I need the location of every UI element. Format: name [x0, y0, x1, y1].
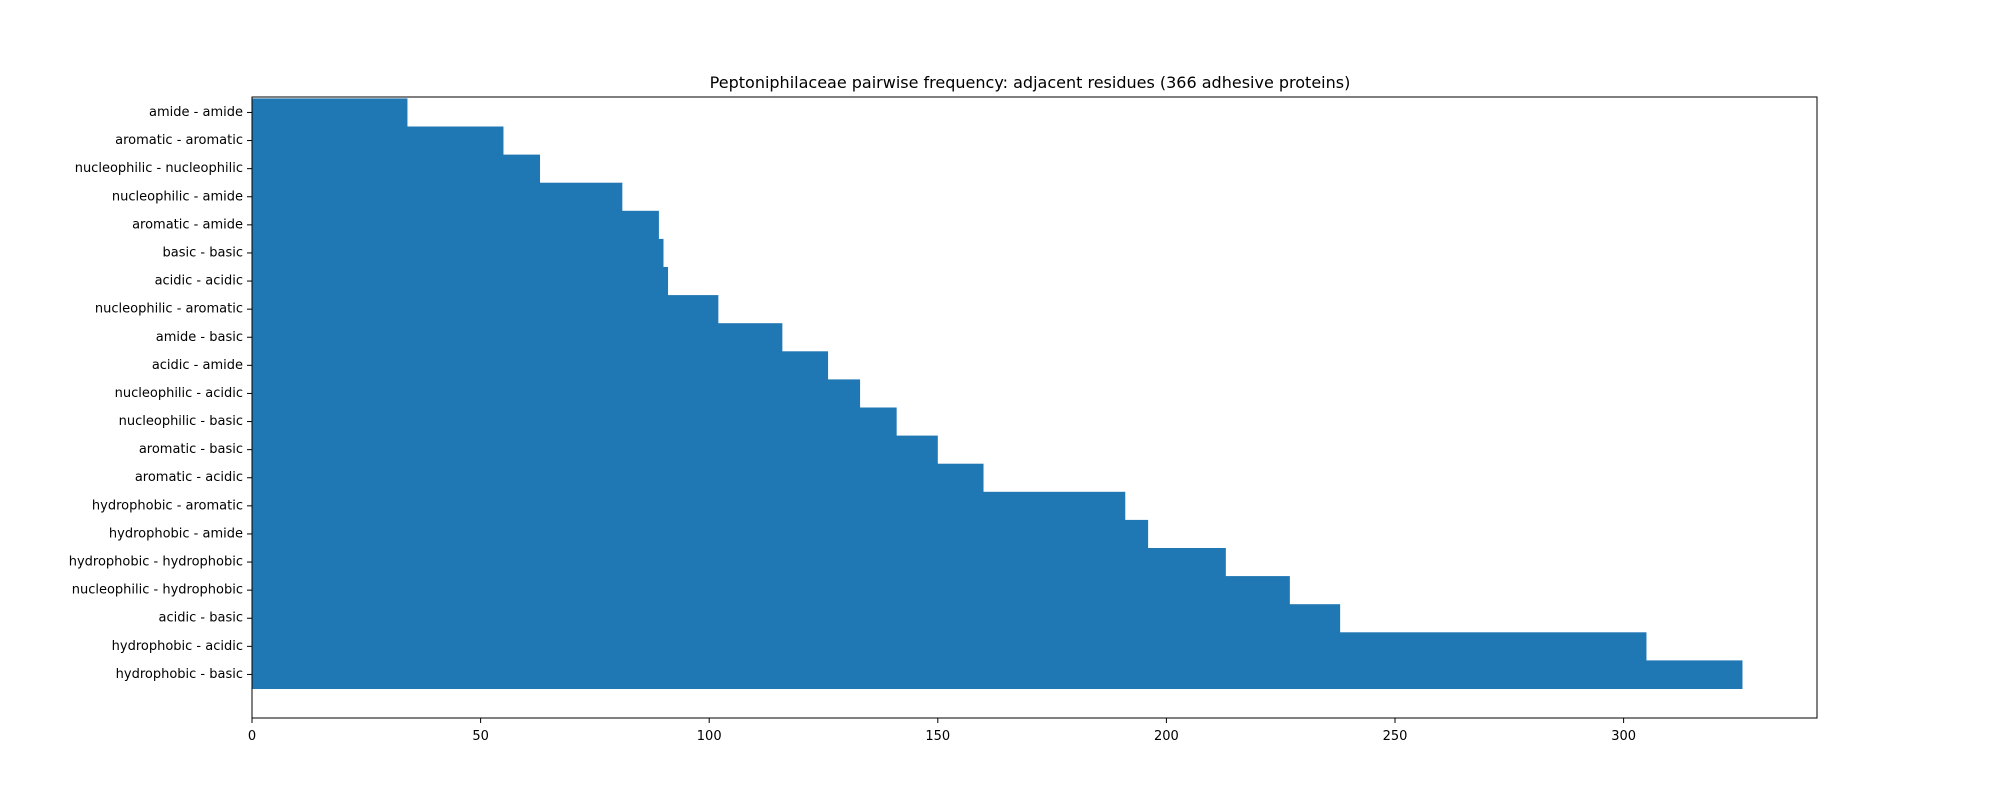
y-tick-label: basic - basic [163, 245, 243, 260]
y-tick-label: hydrophobic - hydrophobic [69, 555, 243, 570]
y-tick-label: acidic - amide [152, 358, 243, 373]
x-axis: 0 50 100 150 200 250 300 [248, 718, 1636, 744]
y-tick-label: aromatic - aromatic [115, 133, 243, 148]
y-tick-label: nucleophilic - aromatic [95, 302, 243, 317]
y-tick-label: amide - amide [149, 105, 243, 120]
bar-5 [252, 238, 664, 268]
y-tick-label: hydrophobic - acidic [112, 639, 243, 654]
bar-7 [252, 295, 719, 324]
y-tick-label: amide - basic [156, 330, 243, 345]
x-tick-label: 300 [1611, 729, 1636, 744]
x-tick-label: 250 [1383, 729, 1408, 744]
bar-15 [252, 519, 1149, 549]
y-tick-label: nucleophilic - acidic [115, 386, 243, 401]
y-tick-label: aromatic - acidic [135, 470, 243, 485]
bar-19 [252, 632, 1647, 661]
bar-8 [252, 323, 783, 352]
bar-3 [252, 182, 623, 212]
y-tick-label: nucleophilic - nucleophilic [75, 161, 243, 176]
bar-16 [252, 547, 1226, 577]
bar-10 [252, 379, 861, 408]
y-tick-label: nucleophilic - amide [112, 189, 243, 204]
axes-frame [251, 96, 1818, 719]
y-tick-label: nucleophilic - hydrophobic [72, 583, 243, 598]
bar-2 [252, 154, 541, 184]
bars [252, 98, 1743, 689]
bar-9 [252, 351, 829, 380]
bar-12 [252, 435, 938, 465]
x-tick-label: 100 [697, 729, 722, 744]
y-tick-label: hydrophobic - amide [109, 526, 243, 541]
bar-4 [252, 210, 659, 240]
chart-title: Peptoniphilaceae pairwise frequency: adj… [710, 73, 1351, 92]
y-axis: amide - amide aromatic - aromatic nucleoph… [69, 105, 252, 682]
bar-11 [252, 407, 897, 437]
y-tick-label: acidic - acidic [155, 274, 243, 289]
bar-14 [252, 491, 1126, 521]
bar-18 [252, 604, 1341, 633]
bar-13 [252, 463, 984, 493]
y-tick-label: acidic - basic [159, 611, 243, 626]
y-tick-label: aromatic - amide [132, 217, 243, 232]
bar-1 [252, 126, 504, 156]
x-tick-label: 200 [1154, 729, 1179, 744]
x-tick-label: 50 [472, 729, 489, 744]
bar-20 [252, 660, 1743, 689]
y-tick-label: aromatic - basic [139, 442, 243, 457]
x-tick-label: 150 [925, 729, 950, 744]
bar-17 [252, 576, 1290, 605]
bar-6 [252, 267, 669, 296]
y-tick-label: hydrophobic - basic [116, 667, 243, 682]
y-tick-label: nucleophilic - basic [119, 414, 243, 429]
bar-0 [252, 98, 408, 128]
y-tick-label: hydrophobic - aromatic [92, 498, 243, 513]
x-tick-label: 0 [248, 729, 256, 744]
